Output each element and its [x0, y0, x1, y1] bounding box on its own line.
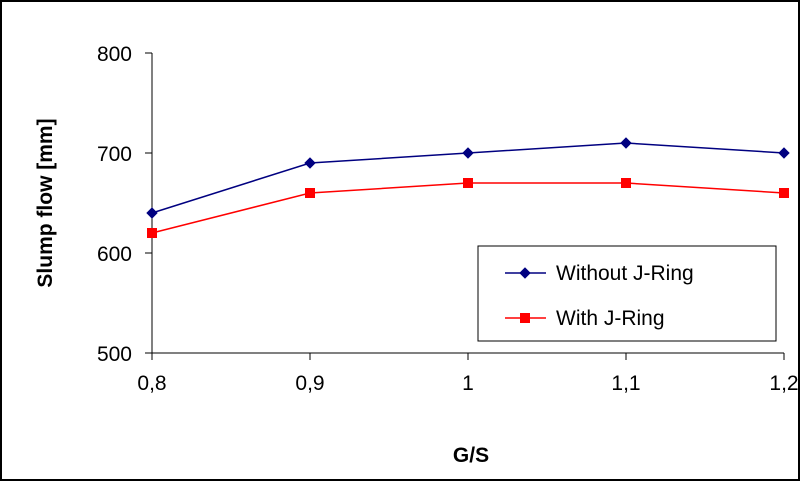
x-tick-label: 1: [462, 372, 474, 395]
data-point-without-j-ring: [146, 207, 158, 219]
x-tick-label: 0,8: [137, 372, 166, 395]
x-axis-ticks: 0,8 0,9 1 1,1 1,2: [137, 353, 799, 395]
data-point-without-j-ring: [620, 137, 632, 149]
y-tick-label: 600: [97, 243, 132, 266]
legend-label-with-j-ring: With J-Ring: [556, 307, 665, 330]
x-tick-label: 1,1: [611, 372, 640, 395]
data-point-without-j-ring: [778, 147, 790, 159]
y-axis-title: Slump flow [mm]: [34, 118, 57, 287]
legend-marker-with-j-ring: [520, 313, 530, 323]
legend-marker-without-j-ring: [519, 267, 531, 279]
legend-label-without-j-ring: Without J-Ring: [556, 262, 694, 285]
y-tick-label: 700: [97, 143, 132, 166]
data-point-without-j-ring: [462, 147, 474, 159]
x-tick-label: 1,2: [769, 372, 798, 395]
x-axis-title: G/S: [453, 444, 489, 467]
x-tick-label: 0,9: [295, 372, 324, 395]
data-point-with-j-ring: [779, 188, 789, 198]
series-layer: [146, 137, 790, 238]
data-point-with-j-ring: [621, 178, 631, 188]
legend-entries: Without J-Ring With J-Ring: [505, 262, 694, 330]
y-tick-label: 500: [97, 343, 132, 366]
legend-box: [477, 245, 777, 342]
y-axis-ticks: 500 600 700 800: [97, 43, 152, 366]
y-tick-label: 800: [97, 43, 132, 66]
data-point-without-j-ring: [304, 157, 316, 169]
data-point-with-j-ring: [305, 188, 315, 198]
data-point-with-j-ring: [463, 178, 473, 188]
legend: Without J-Ring With J-Ring: [477, 245, 777, 342]
data-point-with-j-ring: [147, 228, 157, 238]
